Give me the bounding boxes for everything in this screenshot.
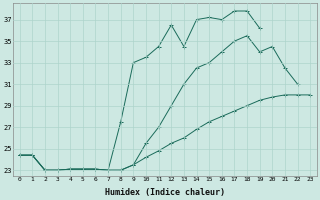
X-axis label: Humidex (Indice chaleur): Humidex (Indice chaleur) (105, 188, 225, 197)
